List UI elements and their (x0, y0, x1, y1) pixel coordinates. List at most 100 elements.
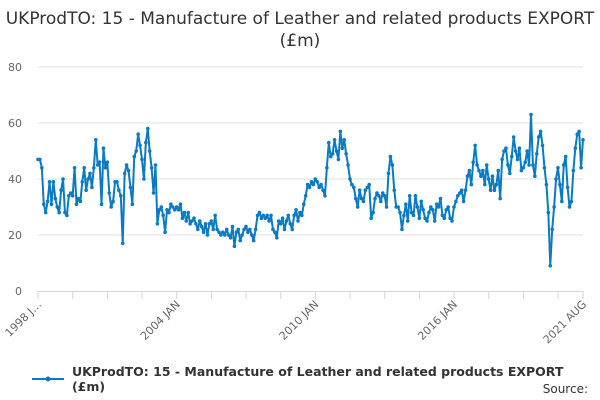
data-point (554, 177, 558, 181)
data-point (63, 210, 67, 215)
data-point (540, 143, 545, 148)
data-point (161, 213, 165, 218)
data-point (563, 154, 568, 159)
data-point (215, 227, 219, 232)
data-point (509, 154, 514, 159)
data-point (425, 219, 429, 223)
data-point (396, 205, 400, 209)
data-point (438, 196, 443, 201)
data-point (307, 185, 312, 190)
data-point (558, 182, 562, 187)
data-point (492, 188, 497, 192)
data-point (282, 227, 287, 232)
data-point (159, 205, 164, 209)
data-point (448, 216, 452, 220)
data-point (413, 194, 418, 198)
data-point (57, 210, 61, 215)
data-point (190, 219, 194, 223)
data-point (209, 219, 214, 223)
data-point (421, 208, 425, 212)
data-point (479, 174, 483, 178)
data-point (400, 227, 404, 232)
data-point (481, 168, 485, 173)
data-point (521, 166, 526, 170)
data-point (463, 188, 468, 192)
data-point (80, 180, 85, 184)
data-point (134, 149, 139, 153)
data-point (321, 188, 325, 192)
data-point (446, 205, 450, 209)
y-tick-label: 80 (8, 61, 22, 74)
data-point (361, 199, 366, 204)
data-point (253, 227, 258, 232)
data-point (515, 157, 520, 162)
data-point (120, 241, 125, 246)
data-point (103, 166, 108, 170)
data-point (274, 236, 279, 240)
data-point (223, 233, 227, 237)
data-point (276, 219, 281, 223)
source-label: Source: (542, 382, 588, 396)
data-point (473, 143, 477, 148)
data-point (124, 163, 129, 167)
series-line (38, 113, 584, 267)
data-point (72, 166, 77, 170)
data-point (278, 222, 283, 226)
data-point (151, 191, 156, 195)
data-point (284, 219, 289, 223)
legend-item[interactable]: UKProdTO: 15 - Manufacture of Leather an… (30, 364, 600, 394)
data-point (76, 196, 81, 201)
data-point (519, 168, 524, 173)
data-point (128, 185, 133, 190)
data-point (525, 149, 529, 153)
data-point (205, 233, 210, 237)
data-point (74, 202, 79, 206)
data-point (392, 188, 397, 192)
data-point (242, 227, 246, 232)
data-point (577, 129, 581, 134)
data-point (415, 205, 420, 209)
data-point (467, 168, 472, 173)
data-point (377, 194, 381, 198)
data-point (138, 143, 142, 148)
data-point (305, 182, 310, 187)
data-point (43, 210, 48, 215)
data-point (504, 146, 508, 150)
data-point (325, 166, 329, 170)
data-point (560, 199, 564, 204)
data-point (259, 216, 264, 220)
data-point (444, 208, 449, 212)
data-point (300, 213, 304, 218)
data-point (107, 191, 112, 195)
data-point (203, 222, 208, 226)
data-point (469, 182, 474, 187)
data-point (99, 202, 104, 206)
data-point (230, 224, 235, 229)
data-point (246, 230, 250, 234)
data-point (407, 194, 412, 198)
data-point (249, 233, 254, 237)
data-point (334, 149, 339, 153)
data-point (465, 174, 470, 178)
x-tick-label: 2021 AUG (541, 298, 590, 347)
data-point (38, 157, 42, 162)
data-point (534, 152, 539, 156)
data-point (101, 146, 106, 150)
data-point (147, 149, 152, 153)
data-point (294, 208, 298, 212)
data-point (457, 191, 462, 195)
data-point (429, 205, 433, 209)
data-point (224, 227, 229, 232)
data-point (338, 129, 343, 134)
data-point (109, 205, 113, 209)
data-point (538, 129, 543, 134)
data-point (238, 238, 243, 243)
data-point (373, 196, 377, 201)
data-point (194, 222, 198, 226)
data-point (211, 227, 216, 232)
data-point (240, 233, 244, 237)
data-point (442, 216, 447, 220)
data-point (255, 213, 260, 218)
data-point (423, 216, 427, 220)
data-point (226, 233, 231, 237)
